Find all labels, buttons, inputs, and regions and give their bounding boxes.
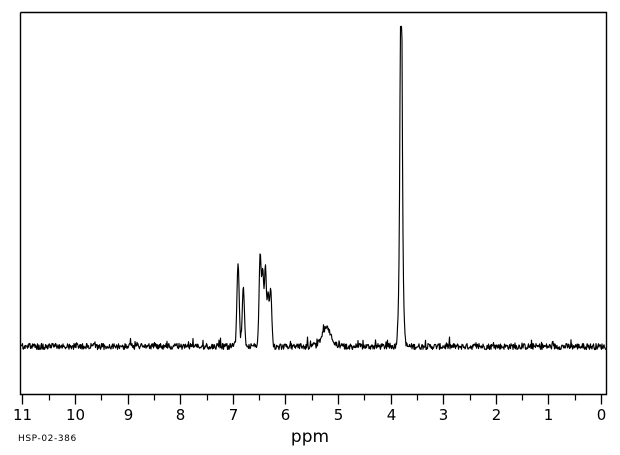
axis-tick-label: 1 <box>544 406 554 424</box>
axis-tick-label: 0 <box>597 406 607 424</box>
axis-title-ppm: ppm <box>290 427 330 447</box>
axis-tick-label: 9 <box>124 406 134 424</box>
axis-tick-label: 8 <box>176 406 186 424</box>
spectrum-trace-group <box>20 25 607 351</box>
axis-tick-label: 11 <box>13 406 32 424</box>
axis-tick-label: 4 <box>387 406 397 424</box>
sample-id-annotation: HSP-02-386 <box>18 434 77 444</box>
axis-tick-label: 10 <box>66 406 85 424</box>
axis-tick-label: 7 <box>229 406 239 424</box>
plot-frame <box>19 11 608 396</box>
axis-tick-label: 3 <box>439 406 449 424</box>
plot-border <box>19 11 608 396</box>
spectrum-trace-line <box>20 25 607 351</box>
axis-tick-label: 6 <box>281 406 291 424</box>
axis-tick-marks <box>21 394 603 405</box>
axis-tick-label-group: 11 10 9 8 7 6 5 4 3 2 1 0 <box>13 406 606 424</box>
axis-tick-label: 5 <box>334 406 344 424</box>
axis-tick-label: 2 <box>492 406 502 424</box>
